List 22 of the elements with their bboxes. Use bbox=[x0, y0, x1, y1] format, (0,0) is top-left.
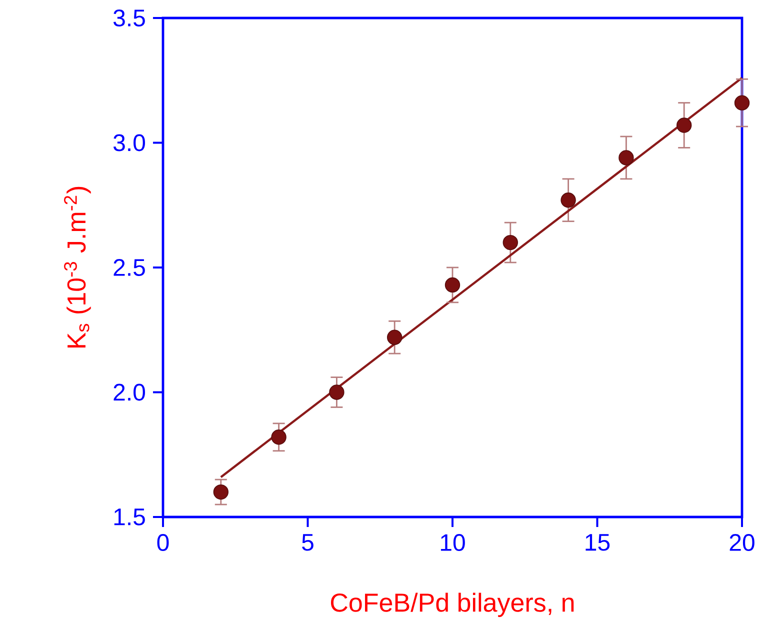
x-axis-title: CoFeB/Pd bilayers, n bbox=[330, 592, 574, 618]
point bbox=[271, 430, 286, 445]
y-tick-label: 3.0 bbox=[113, 134, 146, 152]
point bbox=[444, 277, 460, 293]
x-tick-label: 5 bbox=[302, 534, 314, 551]
y-tick-label: 2.0 bbox=[114, 384, 146, 401]
point bbox=[618, 150, 634, 166]
x-tick-label: 10 bbox=[440, 534, 465, 552]
point bbox=[213, 484, 228, 500]
y-tick-label: 3.5 bbox=[113, 10, 145, 26]
y-tick-label: 1.5 bbox=[114, 508, 145, 526]
y-tick-label: 2.5 bbox=[114, 258, 145, 276]
x-tick-label: 20 bbox=[730, 534, 754, 552]
point bbox=[560, 192, 576, 208]
x-tick-label: 0 bbox=[157, 534, 169, 552]
point bbox=[329, 384, 344, 400]
point bbox=[502, 234, 518, 250]
x-tick-label: 15 bbox=[586, 534, 610, 551]
point bbox=[734, 95, 750, 110]
point bbox=[676, 118, 692, 133]
y-axis-title: K$_{s}$ (10$^{-3}$ J.m$^{-2}$) bbox=[64, 186, 91, 348]
point bbox=[386, 330, 402, 345]
